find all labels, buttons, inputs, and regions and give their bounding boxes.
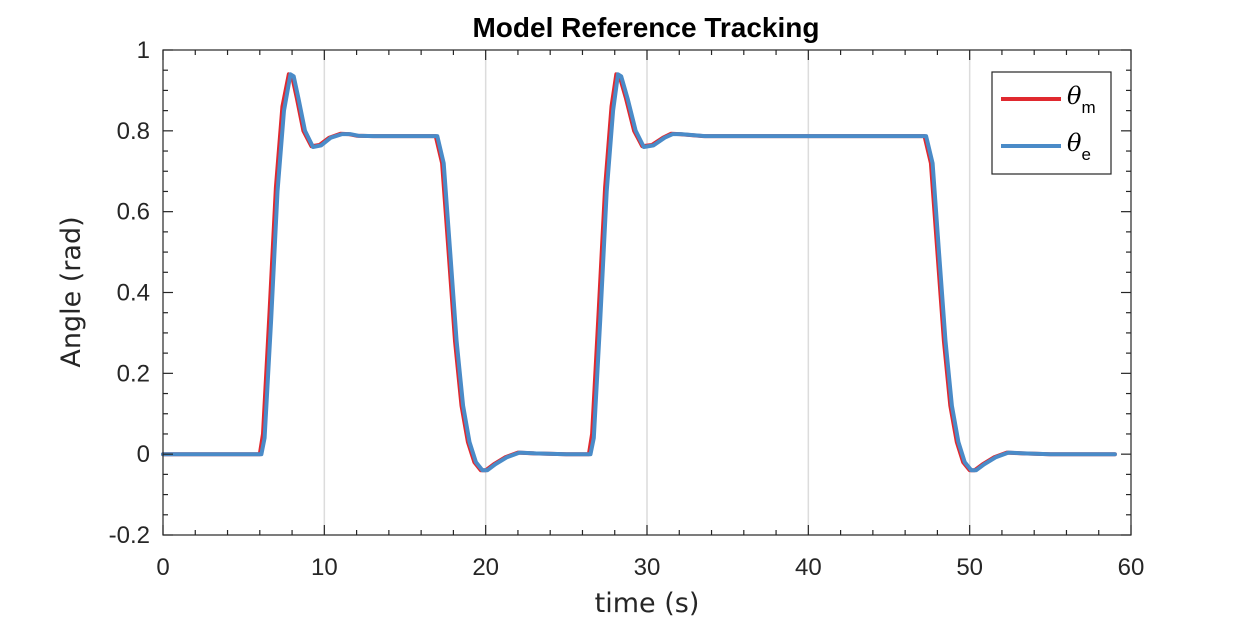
x-tick-label-0: 0 xyxy=(156,554,169,581)
legend-symbol-theta-e: θ xyxy=(1067,129,1082,157)
series-lines xyxy=(161,72,1117,473)
chart-title: Model Reference Tracking xyxy=(472,12,819,43)
y-tick-label-3: 0.4 xyxy=(117,280,150,307)
legend-label-theta-m: θm xyxy=(1067,82,1096,117)
y-tick-label-5: 0.8 xyxy=(117,118,150,145)
legend-box xyxy=(991,71,1112,175)
x-tick-label-5: 50 xyxy=(956,554,983,581)
y-tick-label-4: 0.6 xyxy=(117,199,150,226)
y-tick-label-1: 0 xyxy=(137,441,150,468)
x-tick-label-4: 40 xyxy=(795,554,822,581)
legend: θm θe xyxy=(991,71,1112,175)
x-tick-label-6: 60 xyxy=(1118,554,1145,581)
x-tick-label-2: 20 xyxy=(472,554,499,581)
y-tick-label-2: 0.2 xyxy=(117,360,150,387)
grid-lines xyxy=(323,50,971,535)
legend-label-theta-e: θe xyxy=(1067,129,1091,164)
series-line-theta-e xyxy=(161,72,1117,473)
y-tick-label-0: -0.2 xyxy=(109,522,150,549)
y-tick-label-6: 1 xyxy=(137,37,150,64)
x-tick-label-3: 30 xyxy=(634,554,661,581)
y-axis-label: Angle (rad) xyxy=(56,216,87,367)
legend-subscript-theta-e: e xyxy=(1081,145,1090,164)
legend-symbol-theta-m: θ xyxy=(1067,82,1082,110)
x-tick-label-1: 10 xyxy=(311,554,338,581)
x-axis-label: time (s) xyxy=(595,588,700,619)
legend-subscript-theta-m: m xyxy=(1081,98,1095,117)
axis-ticks: 0 10 20 30 40 50 60-0.200.20.40.60.81 xyxy=(109,37,1145,581)
